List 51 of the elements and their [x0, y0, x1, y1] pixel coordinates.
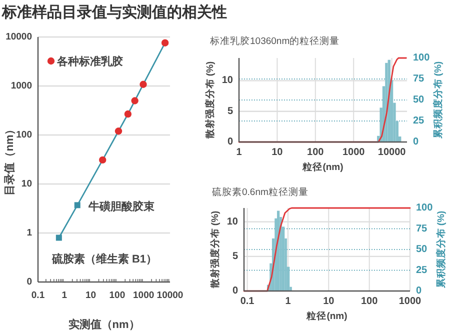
- x-tick-label: 1: [285, 296, 292, 307]
- x-tick-label: 0.1: [240, 296, 255, 307]
- x-tick-label: 100: [307, 147, 324, 158]
- y-tick-label: 10000: [6, 32, 32, 42]
- y2-tick-label: 50: [416, 244, 428, 255]
- x-tick-label: 1000: [342, 147, 366, 158]
- y-tick-label: 10: [222, 75, 234, 86]
- chart-title: 标准乳胶10360nm的粒径测量: [209, 35, 340, 47]
- x-axis-title: 粒径(nm): [306, 310, 348, 322]
- x-axis-title: 实测值（nm）: [68, 318, 140, 331]
- y2-tick-label: 0: [416, 286, 422, 296]
- x-tick-label: 1000: [398, 296, 422, 307]
- y-tick-label: 100: [16, 130, 32, 140]
- y-tick-label: 0: [227, 136, 234, 148]
- y2-tick-label: 50: [413, 94, 425, 106]
- y2-tick-label: 100: [416, 202, 434, 214]
- legend-label: 各种标准乳胶: [56, 55, 123, 68]
- y-tick-label: 10: [226, 216, 238, 228]
- x-tick-label: 1: [62, 290, 68, 301]
- y2-tick-label: 75: [413, 74, 425, 84]
- x-tick-label: 10000: [378, 147, 406, 158]
- y-axis-title: 散射强度分布 (%): [204, 61, 216, 140]
- x-tick-label: 10: [272, 147, 284, 158]
- annotation: 硫胺素（维生素 B1）: [50, 252, 158, 266]
- x-tick-label: 100: [109, 290, 126, 301]
- x-tick-label: 10: [323, 296, 335, 307]
- y-tick-label: 0: [26, 276, 32, 288]
- x-tick-label: 10: [86, 290, 96, 301]
- y2-axis-title: 累积频度分布 (%): [435, 210, 447, 290]
- y2-axis-title: 累积频度分布 (%): [432, 61, 444, 140]
- y2-tick-label: 25: [416, 264, 428, 276]
- y2-tick-label: 0: [413, 136, 419, 148]
- x-tick-label: 10000: [156, 290, 184, 301]
- x-axis-title: 粒径(nm): [302, 161, 344, 173]
- y-tick-label: 5: [227, 106, 234, 117]
- x-tick-label: 1000: [133, 290, 154, 301]
- x-tick-label: 0.1: [31, 290, 46, 301]
- chart-title: 标准样品目录值与实测值的相关性: [1, 3, 227, 21]
- y-tick-label: 5: [232, 250, 238, 262]
- chart-title: 硫胺素0.6nm粒径测量: [212, 186, 308, 198]
- annotation: 牛磺胆酸胶束: [87, 200, 154, 214]
- y-axis-title: 散射强度分布 (%): [209, 210, 221, 290]
- y-tick-label: 10: [21, 178, 32, 190]
- y-axis-title: 目录值（nm）: [4, 124, 16, 196]
- y2-tick-label: 100: [413, 52, 430, 64]
- y2-tick-label: 25: [413, 116, 425, 126]
- y-tick-label: 1: [26, 228, 33, 238]
- y-tick-label: 0: [232, 286, 238, 296]
- y2-tick-label: 75: [416, 223, 428, 234]
- y-tick-label: 1000: [10, 80, 32, 92]
- x-tick-label: 100: [360, 296, 378, 307]
